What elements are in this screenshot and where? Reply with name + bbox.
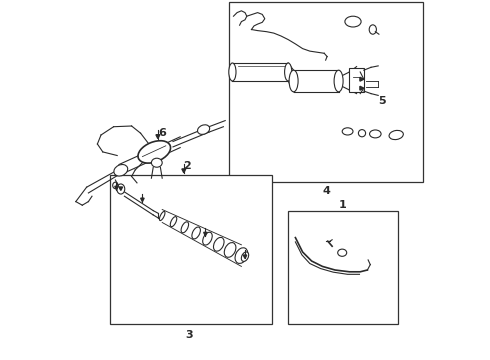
Ellipse shape xyxy=(242,252,248,261)
Ellipse shape xyxy=(224,243,236,257)
Ellipse shape xyxy=(114,165,128,176)
Ellipse shape xyxy=(197,125,210,134)
Ellipse shape xyxy=(113,182,118,189)
Polygon shape xyxy=(115,186,118,190)
Polygon shape xyxy=(360,86,364,90)
Ellipse shape xyxy=(235,248,248,264)
Polygon shape xyxy=(243,255,247,258)
Ellipse shape xyxy=(181,222,189,233)
Text: 3: 3 xyxy=(185,330,193,340)
Text: 4: 4 xyxy=(322,186,330,196)
Polygon shape xyxy=(156,135,160,139)
Bar xyxy=(349,68,364,92)
Ellipse shape xyxy=(117,184,125,194)
Bar xyxy=(110,175,272,324)
Polygon shape xyxy=(182,169,186,173)
Ellipse shape xyxy=(203,232,212,245)
Ellipse shape xyxy=(229,63,236,81)
Text: 5: 5 xyxy=(378,96,386,106)
Ellipse shape xyxy=(345,16,361,27)
Ellipse shape xyxy=(342,128,353,135)
Text: 2: 2 xyxy=(184,161,191,171)
Ellipse shape xyxy=(285,63,292,81)
Ellipse shape xyxy=(214,237,224,251)
Ellipse shape xyxy=(170,217,177,227)
Ellipse shape xyxy=(138,141,171,163)
Text: 1: 1 xyxy=(338,200,346,210)
Ellipse shape xyxy=(369,130,381,138)
Ellipse shape xyxy=(369,25,376,34)
Bar xyxy=(288,211,398,324)
Ellipse shape xyxy=(159,211,165,221)
Ellipse shape xyxy=(192,227,200,239)
Ellipse shape xyxy=(151,158,162,167)
Ellipse shape xyxy=(338,249,347,256)
Ellipse shape xyxy=(389,130,403,140)
Ellipse shape xyxy=(289,70,298,92)
Polygon shape xyxy=(119,187,122,190)
Polygon shape xyxy=(360,77,364,81)
Text: 6: 6 xyxy=(158,128,166,138)
Polygon shape xyxy=(141,198,144,202)
Ellipse shape xyxy=(334,70,343,92)
Bar xyxy=(229,2,423,182)
Ellipse shape xyxy=(358,130,366,137)
Polygon shape xyxy=(204,232,207,236)
